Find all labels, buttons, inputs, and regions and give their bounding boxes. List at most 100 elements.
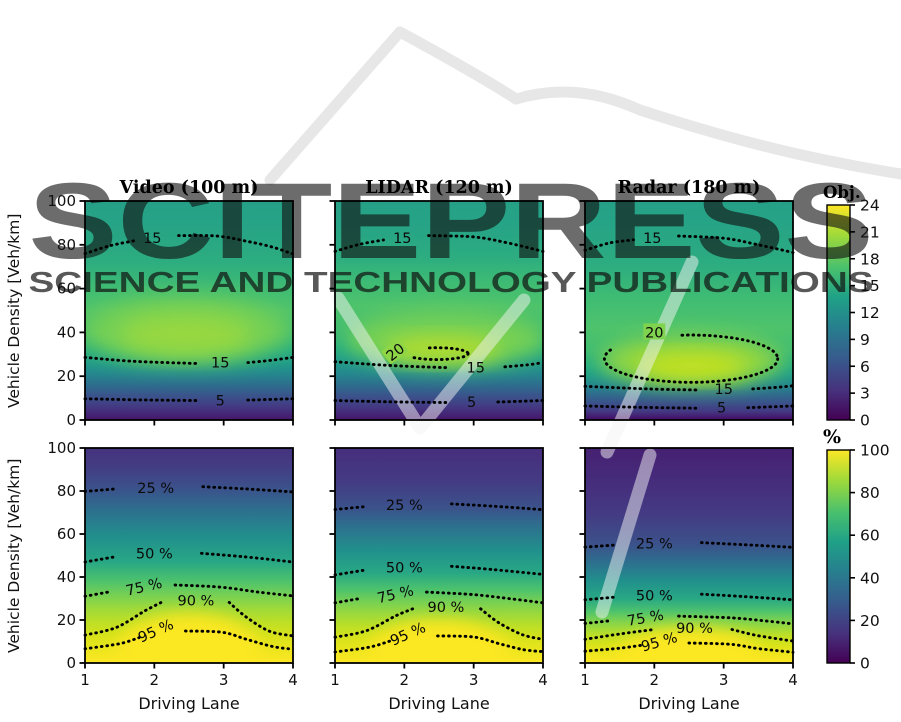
- contour-line-15: [583, 238, 635, 252]
- contour-line-95%: [436, 634, 545, 654]
- contour-line-25%: [333, 505, 368, 511]
- contour-label: 50 %: [136, 546, 173, 562]
- contour-line-90%: [479, 607, 545, 641]
- colorbar-tick-label: 24: [860, 197, 880, 215]
- y-tick-label: 60: [57, 525, 76, 543]
- contour-panel-video-percent: 25 % 50 % 75 % 90 % 95 % 0 20 40 60 80 100 1 2 3 4 Driv…: [47, 439, 297, 713]
- contour-line-75%: [333, 597, 362, 605]
- y-tick-label: 100: [47, 192, 76, 210]
- contour-line-95%: [583, 643, 646, 653]
- contour-line-90%: [227, 600, 295, 638]
- y-tick-label: 40: [57, 323, 76, 341]
- y-tick-label: 0: [66, 654, 76, 672]
- contour-line-5: [83, 397, 198, 402]
- contour-line-50%: [583, 595, 618, 602]
- colorbar-tick-label: 0: [860, 412, 870, 430]
- contour-line-50%: [450, 564, 545, 576]
- x-tick-label: 2: [150, 671, 160, 689]
- contour-label: 5: [216, 393, 225, 409]
- contour-line-95%: [83, 636, 141, 651]
- contour-line-75%: [677, 614, 795, 626]
- colorbar-objects: 0 3 6 9 12 15 18 21 24 Obj.: [823, 183, 880, 430]
- contour-line-25%: [583, 543, 618, 549]
- x-tick-label: 1: [580, 671, 590, 689]
- colorbar-gradient: [827, 450, 850, 663]
- contour-label: 90 %: [427, 600, 464, 616]
- contour-panel-radar-percent: 25 % 50 % 75 % 90 % 95 % 1 2 3 4 Driving Lane: [579, 447, 798, 713]
- contour-line-15: [583, 384, 699, 392]
- x-axis-title: Driving Lane: [638, 694, 739, 713]
- contour-line-20: [409, 346, 470, 362]
- contour-label: 75 %: [626, 608, 665, 630]
- contour-label: 15: [143, 231, 161, 247]
- y-axis-label-bottom-row: Vehicle Density [Veh/km]: [5, 458, 23, 653]
- panel-title: Radar (180 m): [618, 178, 761, 198]
- contour-label: 95 %: [136, 617, 176, 647]
- contour-line-75%: [173, 583, 295, 598]
- x-tick-label: 1: [330, 671, 340, 689]
- x-axis-title: Driving Lane: [138, 694, 239, 713]
- contour-label: 20: [384, 341, 408, 365]
- contour-line-95%: [184, 629, 295, 651]
- contour-line-15: [83, 355, 198, 365]
- contour-line-25%: [201, 485, 295, 494]
- contour-line-15: [677, 234, 795, 254]
- contour-line-15: [503, 361, 545, 369]
- contour-line-5: [583, 404, 698, 410]
- contour-line-95%: [333, 639, 392, 654]
- contour-label: 20: [645, 325, 663, 341]
- x-tick-label: 2: [650, 671, 660, 689]
- contour-line-25%: [83, 487, 118, 493]
- y-tick-label: 20: [57, 367, 76, 385]
- contour-line-25%: [700, 541, 795, 549]
- contour-line-5: [496, 399, 545, 404]
- colorbar-tick-label: 9: [860, 331, 870, 349]
- contour-line-5: [333, 399, 448, 404]
- contour-label: 95 %: [640, 630, 680, 656]
- colorbar-tick-label: 6: [860, 358, 870, 376]
- y-tick-label: 0: [66, 411, 76, 429]
- contour-label: 15: [211, 355, 229, 371]
- contour-label: 90 %: [177, 594, 214, 610]
- colorbar-frame: [826, 449, 851, 664]
- contour-label: 50 %: [386, 560, 423, 576]
- contour-line-15: [246, 355, 295, 365]
- contour-label: 15: [466, 360, 484, 376]
- colorbar-tick-label: 0: [860, 655, 870, 673]
- colorbar-tick-label: 18: [860, 250, 880, 268]
- colorbar-tick-label: 80: [860, 484, 880, 502]
- contour-line-75%: [583, 619, 613, 625]
- x-tick-label: 3: [719, 671, 729, 689]
- book-logo-right-page: [510, 86, 901, 180]
- contour-panel-radar-objects: 15 20 15 5 Radar (180 m): [579, 178, 795, 426]
- contour-line-90%: [333, 607, 415, 639]
- y-tick-label: 20: [57, 611, 76, 629]
- contour-label: 15: [643, 231, 661, 247]
- contour-line-75%: [83, 590, 110, 598]
- contour-label: 15: [714, 382, 732, 398]
- colorbar-tick-label: 60: [860, 527, 880, 545]
- contour-line-90%: [730, 628, 795, 643]
- x-tick-label: 4: [538, 671, 548, 689]
- book-logo-left-page: [394, 26, 522, 105]
- x-tick-label: 1: [80, 671, 90, 689]
- colorbar-title: Obj.: [823, 183, 861, 202]
- axis-spine: [334, 200, 544, 421]
- contour-label: 25 %: [137, 481, 174, 497]
- colorbar-frame: [826, 204, 851, 421]
- contour-line-15: [83, 239, 135, 256]
- contour-label: 75 %: [124, 576, 163, 600]
- axis-spine: [334, 447, 544, 664]
- contour-panel-lidar-percent: 25 % 50 % 75 % 90 % 95 % 1 2 3 4 Driving Lane: [329, 447, 548, 713]
- contour-label: 50 %: [636, 588, 673, 604]
- y-tick-label: 60: [57, 280, 76, 298]
- axis-spine: [84, 200, 294, 421]
- contour-line-90%: [83, 600, 163, 637]
- contour-line-15: [427, 234, 545, 253]
- y-tick-label: 100: [47, 439, 76, 457]
- panel-title: LIDAR (120 m): [365, 178, 513, 198]
- contour-line-25%: [450, 502, 545, 512]
- contour-line-75%: [425, 590, 545, 605]
- contour-label: 5: [717, 401, 726, 417]
- contour-panel-video-objects: 15 15 5 0 20 40 60 80 100 Video (100 m): [47, 178, 295, 429]
